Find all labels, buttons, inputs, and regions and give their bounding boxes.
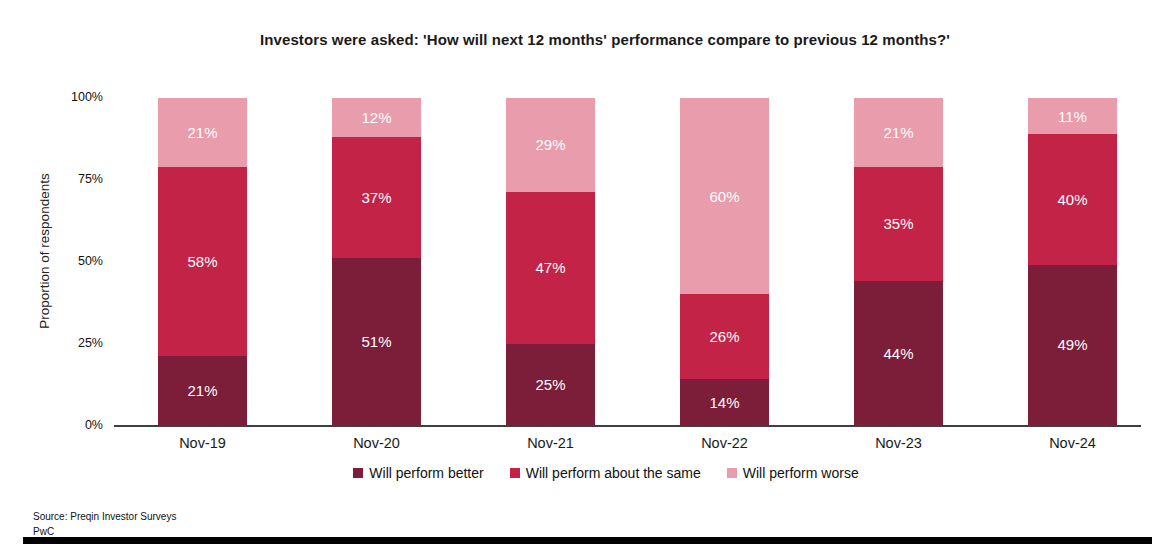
bar-segment: 37% bbox=[332, 137, 421, 258]
legend-label: Will perform worse bbox=[743, 464, 859, 482]
bar-segment: 40% bbox=[1028, 134, 1117, 265]
bar-segment-value-label: 44% bbox=[883, 346, 913, 361]
bar-segment-value-label: 49% bbox=[1057, 337, 1087, 352]
stacked-bar-nov-23: 44% 35% 21% bbox=[854, 98, 943, 425]
bar-segment: 29% bbox=[506, 98, 595, 192]
y-tick-label: 100% bbox=[40, 90, 103, 105]
legend-item: Will perform worse bbox=[727, 464, 859, 482]
y-tick-label: 50% bbox=[40, 254, 103, 269]
legend-swatch-icon bbox=[727, 468, 737, 478]
bar-segment: 49% bbox=[1028, 265, 1117, 425]
x-axis-label: Nov-19 bbox=[133, 435, 273, 451]
bar-segment: 14% bbox=[680, 379, 769, 425]
stacked-bar-nov-19: 21% 58% 21% bbox=[158, 98, 247, 425]
stacked-bar-nov-20: 51% 37% 12% bbox=[332, 98, 421, 425]
bar-segment-value-label: 47% bbox=[535, 260, 565, 275]
y-tick-label: 25% bbox=[40, 336, 103, 351]
plot-area: 21%58%21%Nov-1951%37%12%Nov-2025%47%29%N… bbox=[114, 98, 1123, 426]
bar-segment: 60% bbox=[680, 98, 769, 294]
bar-segment: 47% bbox=[506, 192, 595, 344]
stacked-bar-nov-24: 49% 40% 11% bbox=[1028, 98, 1117, 425]
chart-title: Investors were asked: 'How will next 12 … bbox=[40, 31, 1152, 48]
bar-segment-value-label: 11% bbox=[1058, 109, 1087, 124]
chart-canvas: Investors were asked: 'How will next 12 … bbox=[0, 0, 1152, 544]
y-tick-label: 75% bbox=[40, 172, 103, 187]
bar-segment-value-label: 14% bbox=[709, 395, 739, 410]
stacked-bar-nov-21: 25% 47% 29% bbox=[506, 98, 595, 425]
x-axis-label: Nov-20 bbox=[307, 435, 447, 451]
x-axis-label: Nov-21 bbox=[481, 435, 621, 451]
bar-segment-value-label: 21% bbox=[187, 383, 217, 398]
bar-segment: 51% bbox=[332, 258, 421, 425]
bar-segment-value-label: 29% bbox=[535, 137, 565, 152]
bar-segment: 44% bbox=[854, 281, 943, 425]
bar-segment: 26% bbox=[680, 294, 769, 379]
bar-segment: 25% bbox=[506, 344, 595, 425]
y-tick-label: 0% bbox=[40, 418, 103, 433]
legend-swatch-icon bbox=[510, 468, 520, 478]
brand-text: PwC bbox=[33, 526, 54, 537]
x-axis-line bbox=[114, 425, 1141, 427]
bar-segment: 12% bbox=[332, 98, 421, 137]
legend-swatch-icon bbox=[353, 468, 363, 478]
bar-segment: 35% bbox=[854, 167, 943, 281]
bar-segment-value-label: 35% bbox=[883, 216, 913, 231]
bar-segment-value-label: 21% bbox=[187, 125, 217, 140]
x-axis-label: Nov-22 bbox=[655, 435, 795, 451]
source-text: Source: Preqin Investor Surveys bbox=[33, 511, 176, 522]
bar-segment-value-label: 37% bbox=[361, 190, 391, 205]
bar-segment-value-label: 60% bbox=[709, 189, 739, 204]
footer-rule bbox=[23, 537, 1152, 544]
bar-segment-value-label: 51% bbox=[361, 334, 391, 349]
bar-segment-value-label: 26% bbox=[709, 329, 739, 344]
bar-segment-value-label: 21% bbox=[883, 125, 913, 140]
legend: Will perform better Will perform about th… bbox=[60, 464, 1152, 482]
legend-label: Will perform better bbox=[369, 464, 483, 482]
bar-segment: 21% bbox=[158, 356, 247, 425]
bar-segment: 58% bbox=[158, 167, 247, 357]
bar-segment-value-label: 58% bbox=[187, 254, 217, 269]
bar-segment-value-label: 12% bbox=[361, 110, 391, 125]
bar-segment-value-label: 25% bbox=[535, 377, 565, 392]
legend-label: Will perform about the same bbox=[526, 464, 701, 482]
bar-segment: 21% bbox=[158, 98, 247, 167]
legend-item: Will perform better bbox=[353, 464, 483, 482]
bar-segment-value-label: 40% bbox=[1057, 192, 1087, 207]
stacked-bar-nov-22: 14% 26% 60% bbox=[680, 98, 769, 425]
x-axis-label: Nov-23 bbox=[829, 435, 969, 451]
x-axis-label: Nov-24 bbox=[1003, 435, 1143, 451]
legend-item: Will perform about the same bbox=[510, 464, 701, 482]
bar-segment: 11% bbox=[1028, 98, 1117, 134]
bar-segment: 21% bbox=[854, 98, 943, 167]
